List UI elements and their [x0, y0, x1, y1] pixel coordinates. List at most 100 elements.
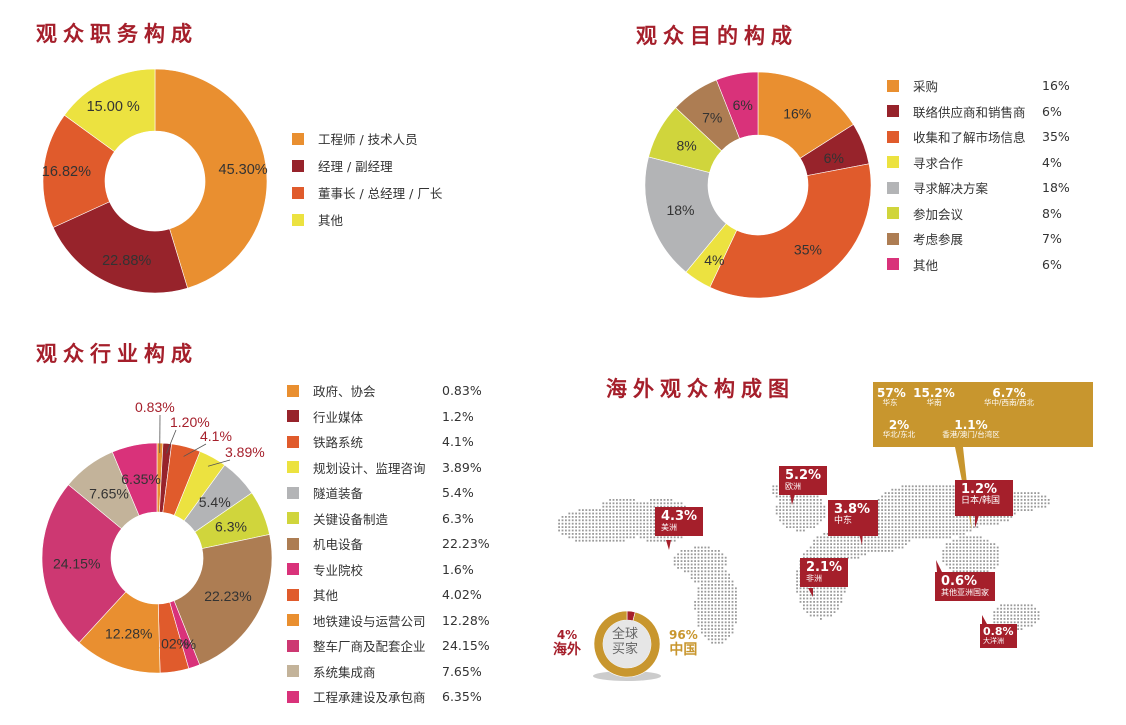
legend-value: 5.4%	[442, 485, 474, 501]
slice-label: 0.83%	[135, 399, 175, 415]
region-stat: 1.1% 香港/澳门/台湾区	[942, 418, 1000, 439]
legend-swatch	[887, 181, 899, 194]
slice-label: 35%	[794, 241, 822, 257]
legend-swatch	[887, 207, 899, 220]
legend-item: 参加会议 8%	[887, 201, 1077, 227]
slice-label: 4.1%	[200, 428, 232, 444]
callout-africa: 2.1% 非洲	[800, 558, 849, 588]
legend-item: 收集和了解市场信息 35%	[887, 124, 1077, 150]
legend-item: 其他 4.02%	[287, 582, 487, 608]
region-stat: 2% 华北/东北	[882, 418, 916, 439]
legend-label: 关键设备制造	[313, 511, 389, 527]
legend-label: 地铁建设与运营公司	[313, 613, 426, 629]
legend-item: 寻求解决方案 18%	[887, 175, 1077, 201]
legend-value: 24.15%	[442, 638, 490, 654]
legend-item: 系统集成商 7.65%	[287, 659, 487, 685]
legend-value: 6%	[1042, 256, 1062, 272]
legend-label: 隧道装备	[313, 486, 364, 502]
slice-label: 6%	[733, 97, 753, 113]
china-regions-box: 57% 华东 15.2% 华南 6.7% 华中/西南/西北 2% 华北/东北 1.1% 香…	[873, 382, 1093, 447]
legend-item: 行业媒体 1.2%	[287, 404, 487, 430]
legend-value: 16%	[1042, 78, 1070, 94]
slice-label: 6.3%	[215, 518, 247, 534]
legend-label: 寻求解决方案	[913, 181, 989, 197]
legend-label: 专业院校	[313, 562, 364, 578]
slice-label: 18%	[666, 202, 694, 218]
slice-label: 16.82%	[42, 164, 91, 180]
region-stat: 57% 华东	[877, 386, 906, 407]
overseas-share: 4% 海外	[553, 628, 581, 659]
legend-label: 其他	[313, 588, 339, 604]
legend-value: 6%	[1042, 103, 1062, 119]
legend-item: 工程承建设及承包商 6.35%	[287, 684, 487, 710]
legend-swatch	[287, 639, 299, 652]
legend-swatch	[287, 690, 299, 703]
slice-label: 8%	[676, 138, 696, 154]
legend-item: 政府、协会 0.83%	[287, 378, 487, 404]
legend-label: 采购	[913, 79, 939, 95]
legend-label: 其他	[318, 213, 344, 228]
legend-value: 4.1%	[442, 434, 474, 450]
legend-swatch	[887, 130, 899, 143]
region-stat: 6.7% 华中/西南/西北	[983, 386, 1035, 407]
slice-label: 3.89%	[225, 444, 265, 460]
legend-swatch	[287, 410, 299, 423]
legend-swatch	[287, 665, 299, 678]
legend-value: 0.83%	[442, 383, 482, 399]
legend-value: 4%	[1042, 154, 1062, 170]
slice-label: 15.00 %	[87, 99, 140, 115]
region-stat: 15.2% 华南	[913, 386, 955, 407]
legend-swatch	[287, 588, 299, 601]
donut-slice	[173, 534, 273, 666]
legend-swatch	[287, 461, 299, 474]
legend-swatch	[287, 512, 299, 525]
china-share: 96% 中国	[669, 628, 698, 659]
legend-swatch	[287, 537, 299, 550]
overseas-map-title: 海外观众构成图	[606, 377, 795, 401]
legend-item: 考虑参展 7%	[887, 226, 1077, 252]
legend-item: 采购 16%	[887, 73, 1077, 99]
legend-label: 规划设计、监理咨询	[313, 460, 426, 476]
legend-label: 联络供应商和销售商	[913, 104, 1026, 120]
slice-label: 7%	[702, 110, 722, 126]
legend-item: 其他	[292, 206, 442, 233]
legend-item: 隧道装备 5.4%	[287, 480, 487, 506]
callout-oceania: 0.8% 大洋洲	[980, 624, 1017, 648]
legend-value: 4.02%	[442, 587, 482, 603]
industry-chart-title: 观众行业构成	[36, 342, 198, 366]
industry-legend: 政府、协会 0.83% 行业媒体 1.2% 铁路系统 4.1% 规划设计、监理咨询 3.89%…	[287, 378, 490, 710]
slice-label: 45.30%	[219, 162, 268, 178]
global-buyers-center: 全球 买家	[611, 627, 638, 657]
slice-label: 5.4%	[199, 494, 231, 510]
legend-swatch	[287, 384, 299, 397]
legend-swatch	[887, 79, 899, 92]
legend-label: 铁路系统	[313, 435, 364, 451]
legend-swatch	[287, 435, 299, 448]
legend-label: 机电设备	[313, 537, 364, 553]
legend-label: 其他	[913, 257, 939, 273]
legend-swatch	[292, 132, 304, 145]
legend-value: 7.65%	[442, 663, 482, 679]
callout-americas: 4.3% 美洲	[655, 507, 704, 537]
legend-swatch	[292, 213, 304, 226]
legend-item: 董事长 / 总经理 / 厂长	[292, 179, 442, 206]
legend-swatch	[887, 105, 899, 118]
legend-swatch	[887, 232, 899, 245]
legend-value: 6.3%	[442, 510, 474, 526]
legend-value: 22.23%	[442, 536, 490, 552]
legend-value: 8%	[1042, 205, 1062, 221]
legend-label: 政府、协会	[313, 384, 376, 400]
slice-label: 16%	[783, 106, 811, 122]
legend-value: 1.6%	[442, 561, 474, 577]
callout-europe: 5.2% 欧洲	[779, 466, 828, 496]
slice-label: 4%	[704, 252, 724, 268]
legend-swatch	[292, 159, 304, 172]
legend-swatch	[287, 486, 299, 499]
legend-label: 董事长 / 总经理 / 厂长	[318, 186, 443, 201]
legend-item: 铁路系统 4.1%	[287, 429, 487, 455]
legend-item: 地铁建设与运营公司 12.28%	[287, 608, 490, 634]
legend-label: 工程承建设及承包商	[313, 690, 426, 706]
legend-label: 寻求合作	[913, 155, 964, 171]
legend-value: 7%	[1042, 231, 1062, 247]
